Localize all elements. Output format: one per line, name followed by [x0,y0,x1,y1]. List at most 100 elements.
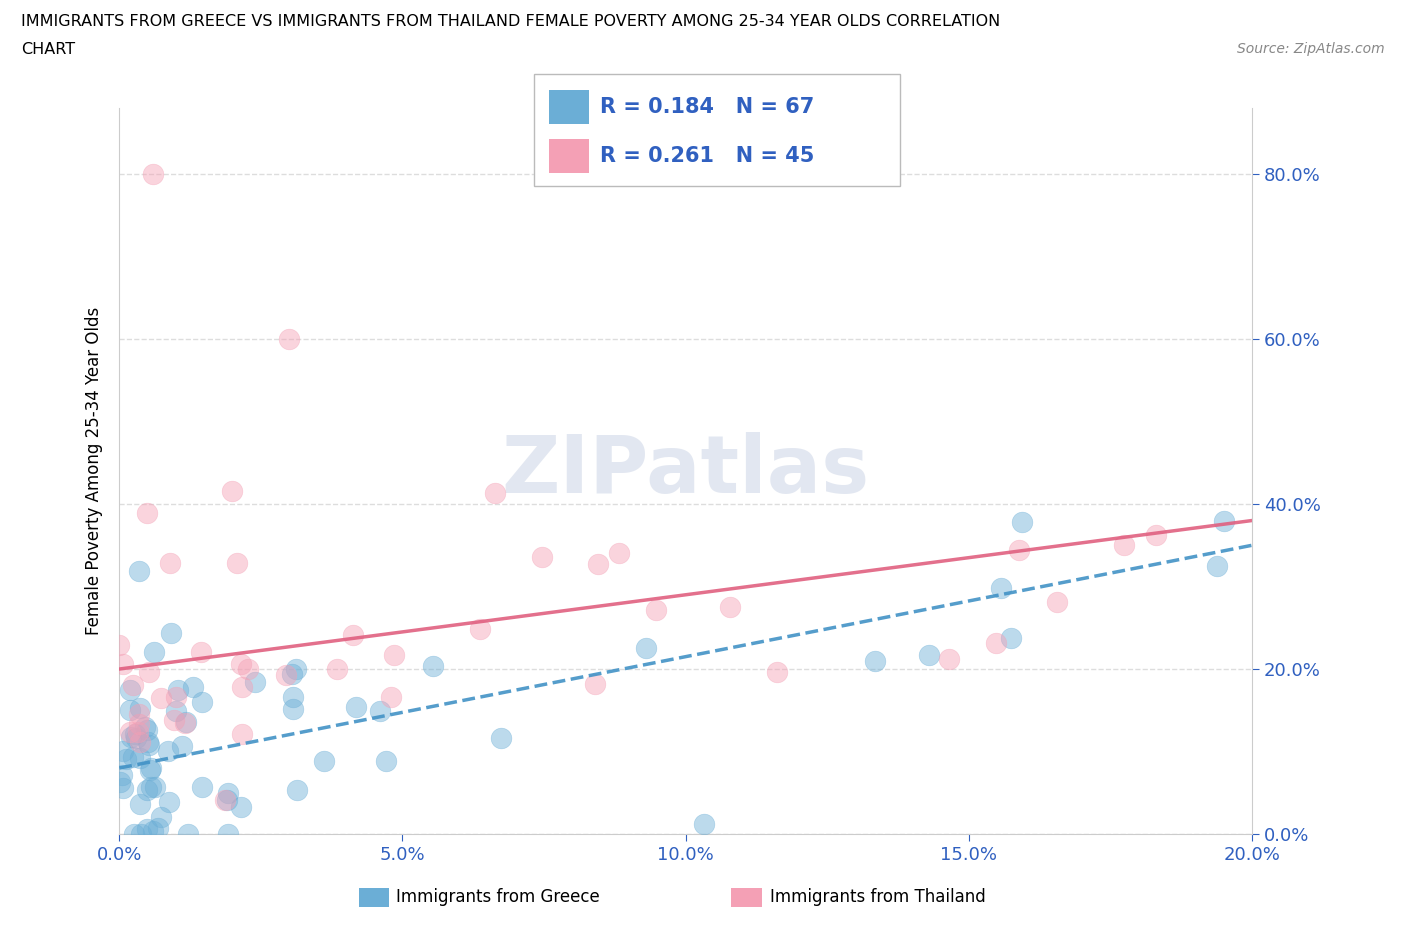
Point [484,485,506,500]
Point [530,550,553,565]
Point [1112,538,1135,552]
Text: R = 0.184   N = 67: R = 0.184 N = 67 [600,97,814,117]
Y-axis label: Female Poverty Among 25-34 Year Olds: Female Poverty Among 25-34 Year Olds [86,307,103,635]
Text: Source: ZipAtlas.com: Source: ZipAtlas.com [1237,42,1385,56]
Point [342,628,364,643]
Point [143,644,166,659]
Point [111,768,134,783]
Bar [548,90,589,124]
Point [165,703,187,718]
Point [128,706,150,721]
Point [149,809,172,824]
Point [344,700,367,715]
Point [236,662,259,677]
Point [120,683,142,698]
Point [177,827,200,842]
Point [190,694,212,709]
Point [281,667,304,682]
Point [142,824,165,839]
Point [368,704,391,719]
Point [1205,558,1227,573]
Point [129,700,152,715]
Point [129,797,152,812]
Point [159,556,181,571]
Point [231,680,253,695]
Point [374,753,396,768]
Text: CHART: CHART [21,42,75,57]
Point [110,775,132,790]
Point [325,661,347,676]
Point [583,676,606,691]
Point [489,731,512,746]
Point [285,782,308,797]
Point [129,751,152,765]
Point [163,712,186,727]
Point [214,793,236,808]
FancyBboxPatch shape [534,74,900,186]
Point [172,739,194,754]
Point [111,744,134,759]
Point [274,668,297,683]
Point [1046,594,1069,609]
Point [215,792,238,807]
Bar [548,140,589,173]
Point [136,505,159,520]
Point [243,674,266,689]
Point [125,730,148,745]
Point [136,723,159,737]
Point [142,166,165,181]
Point [380,689,402,704]
Point [217,786,239,801]
Point [146,820,169,835]
Point [159,625,181,640]
Point [217,827,239,842]
Point [138,737,160,752]
Text: Immigrants from Greece: Immigrants from Greece [396,888,600,907]
Point [645,603,668,618]
Point [312,754,335,769]
Point [122,750,145,764]
Point [221,484,243,498]
Text: IMMIGRANTS FROM GREECE VS IMMIGRANTS FROM THAILAND FEMALE POVERTY AMONG 25-34 YE: IMMIGRANTS FROM GREECE VS IMMIGRANTS FRO… [21,14,1000,29]
Point [127,724,149,739]
Point [863,653,886,668]
Point [588,556,610,571]
Point [231,657,253,671]
Point [468,622,491,637]
Point [139,779,162,794]
Point [156,744,179,759]
Point [984,635,1007,650]
Point [634,641,657,656]
Point [139,761,162,776]
Point [157,794,180,809]
Point [128,717,150,732]
Point [136,735,159,750]
Point [384,647,406,662]
Point [693,817,716,831]
Point [174,715,197,730]
Point [718,600,741,615]
Point [278,332,301,347]
Point [190,644,212,659]
Point [135,782,157,797]
Point [990,580,1012,595]
Point [139,763,162,777]
Point [229,800,252,815]
Point [1008,542,1031,557]
Point [128,564,150,578]
Point [114,751,136,766]
Point [149,690,172,705]
Point [422,658,444,673]
Point [138,665,160,680]
Point [607,546,630,561]
Point [166,683,188,698]
Point [165,690,187,705]
Point [128,735,150,750]
Point [283,701,305,716]
Point [135,822,157,837]
Point [918,647,941,662]
Point [191,779,214,794]
Point [284,661,307,676]
Point [938,651,960,666]
Point [118,724,141,739]
